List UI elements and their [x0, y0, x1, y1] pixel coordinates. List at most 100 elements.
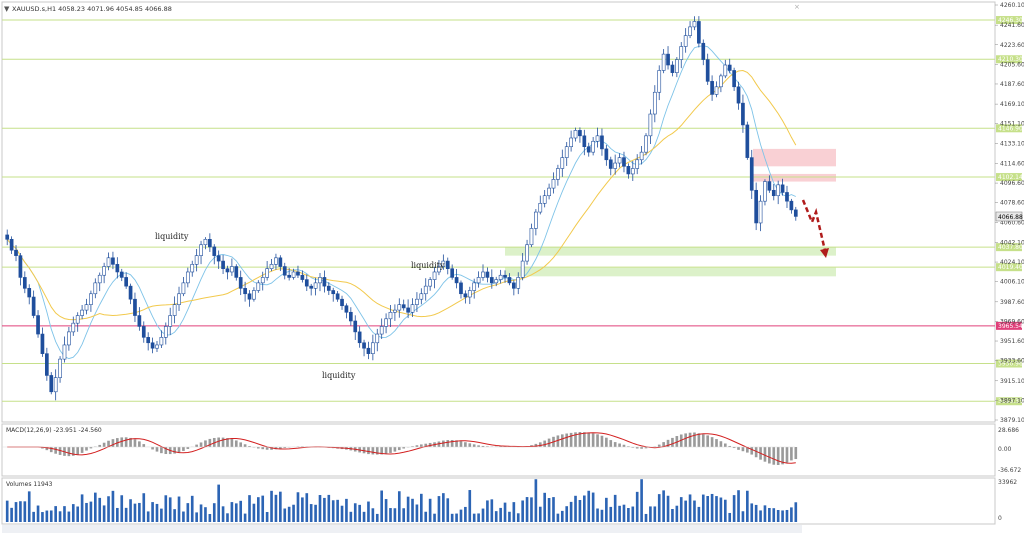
- candle-body: [353, 320, 358, 333]
- price-tick-label: 4223.60: [1000, 42, 1024, 49]
- candle-body: [265, 268, 269, 278]
- candle-body: [406, 307, 410, 313]
- candle-body: [547, 187, 551, 197]
- candle-body: [410, 304, 415, 313]
- levels-layer: 4246.30 4210.30 4146.90 4102.14 4037.80 4019.…: [2, 16, 1023, 406]
- candle-body: [688, 26, 692, 36]
- level-tag: [996, 359, 1022, 368]
- price-tick-label: 4187.60: [1000, 81, 1024, 88]
- candle-body: [203, 238, 208, 246]
- candle-body: [652, 91, 657, 115]
- candle-body: [102, 266, 106, 276]
- annotation-liquidity-2: liquidity: [411, 261, 445, 270]
- candle-body: [393, 309, 397, 313]
- price-tick-label: 4260.10: [1000, 2, 1024, 9]
- price-tick-label: 4060.60: [1000, 219, 1024, 226]
- candle-body: [80, 309, 84, 316]
- price-tick-label: 4241.60: [1000, 22, 1024, 29]
- symbol-info: XAUUSD.s,H1 4058.23 4071.96 4054.85 4066…: [12, 5, 172, 13]
- level-tag: [996, 55, 1022, 64]
- candle-body: [450, 268, 455, 278]
- candle-body: [388, 311, 393, 320]
- candle-body: [344, 305, 349, 313]
- price-tick-label: 3915.10: [1000, 378, 1024, 385]
- candle-body: [789, 200, 794, 211]
- candle-body: [278, 257, 283, 267]
- level-label: 3930.96: [998, 361, 1023, 368]
- candle-body: [763, 181, 767, 202]
- candle-body: [190, 264, 195, 273]
- candle-body: [357, 331, 362, 344]
- candle-body: [538, 203, 543, 213]
- candle-body: [181, 282, 186, 295]
- candle-body: [745, 124, 750, 158]
- candle-body: [326, 285, 331, 291]
- price-tick-label: 4169.10: [1000, 101, 1024, 108]
- candle-body: [516, 277, 521, 289]
- current-price-label: 4066.88: [998, 214, 1023, 221]
- level-tag: [996, 263, 1022, 272]
- candle-body: [573, 130, 578, 139]
- demand-zone: [505, 246, 836, 256]
- candle-body: [701, 42, 706, 60]
- candle-body: [252, 290, 256, 300]
- candle-body: [683, 35, 688, 47]
- candle-body: [304, 279, 309, 287]
- candle-body: [710, 81, 714, 95]
- candle-body: [503, 274, 507, 278]
- candle-body: [111, 257, 115, 265]
- level-label: 3965.54: [998, 323, 1023, 330]
- candle-body: [767, 181, 772, 191]
- level-label: 4102.14: [998, 174, 1023, 181]
- candle-body: [247, 293, 252, 300]
- candle-body: [437, 266, 441, 273]
- candle-body: [498, 274, 503, 280]
- candle-body: [97, 274, 102, 284]
- candle-body: [150, 342, 155, 349]
- collapse-triangle-icon[interactable]: ▼: [4, 5, 10, 13]
- candle-body: [507, 277, 512, 284]
- candle-body: [384, 318, 388, 327]
- candle-body: [256, 282, 261, 291]
- price-tick-label: 4024.10: [1000, 259, 1024, 266]
- candle-body: [595, 135, 600, 142]
- candle-body: [670, 64, 675, 73]
- candle-body: [564, 146, 569, 158]
- price-tick-label: 4078.60: [1000, 200, 1024, 207]
- level-label: 4037.80: [998, 244, 1023, 251]
- price-tick-label: 4042.10: [1000, 239, 1024, 246]
- candle-body: [168, 315, 173, 327]
- candle-body: [741, 102, 745, 126]
- current-price-box: [995, 211, 1023, 222]
- candle-body: [49, 375, 54, 393]
- macd-tick-zero: 0.00: [998, 446, 1012, 453]
- macd-label: MACD(12,26,9) -23.951 -24.560: [6, 427, 102, 434]
- candle-body: [630, 168, 635, 175]
- candle-body: [238, 277, 243, 289]
- volume-tick-zero: 0: [998, 515, 1002, 522]
- candle-body: [71, 322, 76, 333]
- candle-body: [401, 304, 406, 309]
- candle-body: [591, 140, 595, 153]
- candle-body: [177, 293, 181, 305]
- slow-ma-line: [6, 69, 797, 321]
- candle-body: [340, 298, 344, 307]
- candle-body: [666, 53, 670, 66]
- candle-body: [732, 70, 736, 88]
- candle-body: [626, 166, 631, 175]
- candle-body: [582, 135, 587, 148]
- candle-body: [542, 195, 547, 204]
- candle-body: [529, 228, 534, 246]
- candle-body: [371, 342, 375, 354]
- candle-body: [556, 168, 560, 180]
- candle-body: [419, 293, 424, 300]
- candle-body: [53, 377, 58, 393]
- candle-body: [758, 200, 763, 224]
- candle-body: [93, 282, 98, 295]
- price-tick-label: 3879.10: [1000, 417, 1024, 424]
- candle-body: [749, 157, 754, 191]
- macd-panel-frame: [1, 423, 996, 477]
- candle-body: [604, 148, 609, 161]
- candle-body: [322, 277, 327, 287]
- panel-close-icon[interactable]: ×: [794, 3, 800, 11]
